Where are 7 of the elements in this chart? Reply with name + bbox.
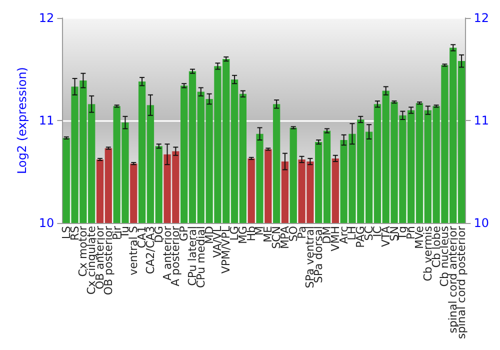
y-tick-label: 11 — [38, 114, 54, 128]
y-axis-title: Log2 (expression) — [15, 67, 29, 174]
y2-tick-label: 10 — [474, 216, 490, 230]
y2-tick-label: 12 — [474, 11, 490, 25]
y-tick-label: 10 — [38, 216, 54, 230]
y2-tick-label: 11 — [474, 114, 490, 128]
y-tick-label: 12 — [38, 11, 54, 25]
